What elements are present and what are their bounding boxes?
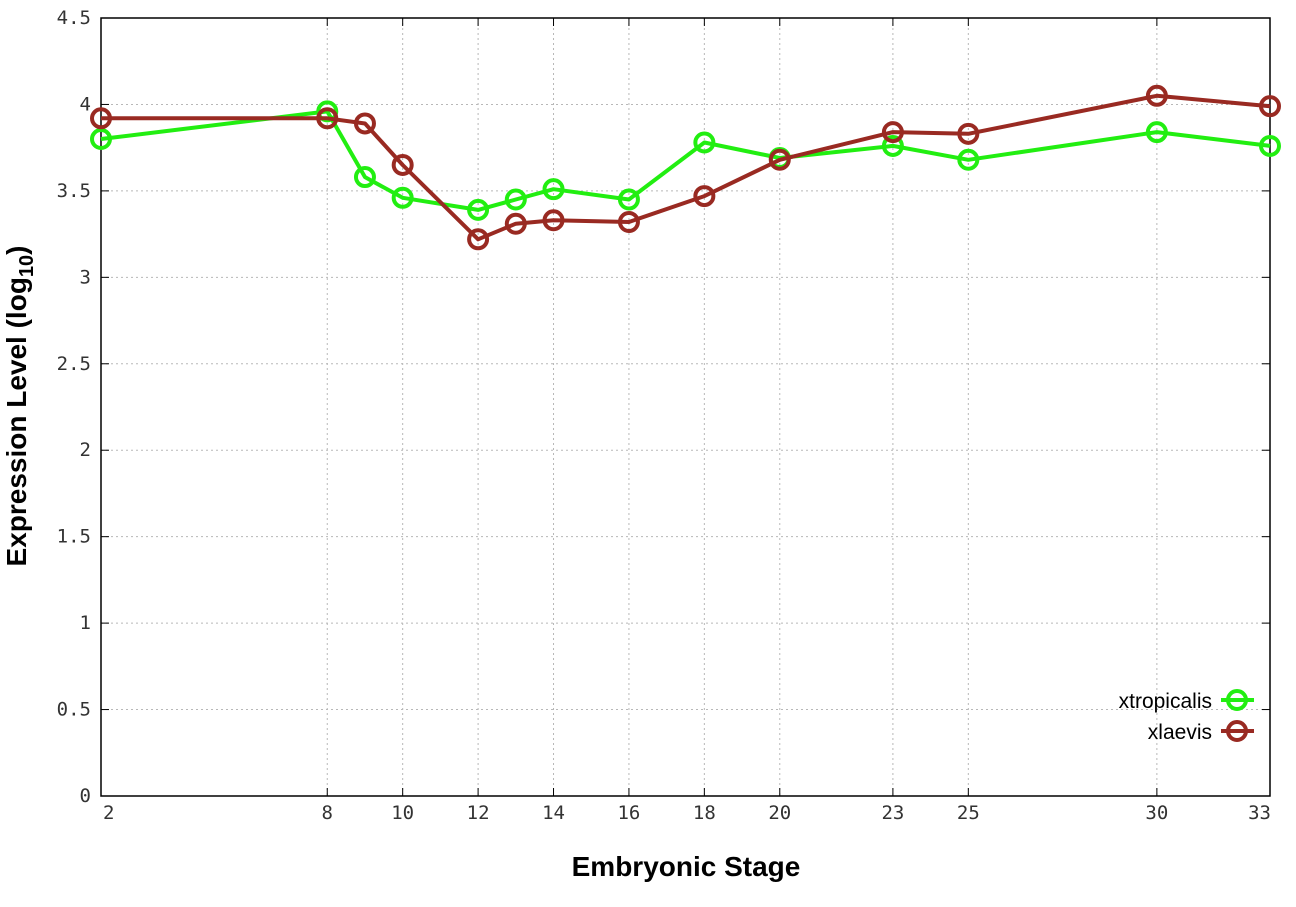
y-tick-label: 0 [80,785,91,807]
y-tick-label: 3.5 [57,180,91,202]
x-axis-ticks: 2 8 10 12 14 16 18 20 23 25 30 33 [100,18,1271,824]
data-point-xtropicalis [391,186,414,209]
x-tick-label: 12 [467,802,490,824]
series-layer [90,84,1281,251]
data-point-xtropicalis [957,148,980,171]
y-tick-label: 4.5 [57,7,91,29]
data-point-xlaevis [353,112,376,135]
y-tick-label: 2 [80,439,91,461]
legend-entry-xtropicalis: xtropicalis [1119,689,1254,713]
y-tick-label: 1 [80,612,91,634]
series-line-xtropicalis [100,109,1271,212]
data-point-xlaevis [90,107,112,130]
y-axis-title: Expression Level (log10) [1,246,38,567]
x-tick-label: 23 [881,802,904,824]
data-point-xlaevis [504,212,527,235]
x-axis-title: Embryonic Stage [572,851,801,882]
y-tick-label: 2.5 [57,353,91,375]
x-tick-label: 14 [542,802,565,824]
data-point-xlaevis [391,153,414,176]
y-tick-label: 1.5 [57,526,91,548]
data-point-xlaevis [693,185,716,208]
y-tick-label: 4 [80,93,91,115]
x-tick-label: 33 [1248,802,1271,824]
data-point-xtropicalis [1145,121,1168,144]
data-point-xlaevis [957,122,980,145]
x-tick-label: 10 [391,802,414,824]
legend-marker-xlaevis [1226,720,1248,742]
data-point-xtropicalis [467,198,490,221]
data-point-xtropicalis [353,166,376,189]
data-point-xtropicalis [617,188,640,211]
data-point-xtropicalis [316,100,339,123]
data-point-xtropicalis [881,134,904,157]
x-tick-label: 2 [103,802,114,824]
y-axis-ticks: 0 0.5 1 1.5 2 2.5 3 3.5 4 4.5 [57,7,1270,807]
data-point-xlaevis [1259,95,1281,118]
y-axis-title-main: Expression Level (log [1,277,32,566]
data-point-xlaevis [1145,84,1168,107]
legend: xtropicalis xlaevis [1119,689,1254,744]
data-point-xtropicalis [1259,134,1281,157]
series-line-xlaevis [101,93,1271,242]
y-axis-title-subscript: 10 [16,255,38,277]
legend-label-xtropicalis: xtropicalis [1119,690,1212,713]
data-point-xtropicalis [693,131,716,154]
data-point-xlaevis [768,148,791,171]
data-point-xtropicalis [504,188,527,211]
x-tick-label: 16 [617,802,640,824]
x-tick-label: 18 [693,802,716,824]
plot-frame [100,17,1271,797]
data-point-xlaevis [467,228,490,251]
grid-lines [101,18,1270,796]
x-tick-label: 20 [768,802,791,824]
data-point-xlaevis [542,209,565,232]
y-tick-label: 3 [80,266,91,288]
x-tick-label: 8 [322,802,333,824]
data-point-xtropicalis [90,128,112,151]
legend-marker-xtropicalis [1226,689,1248,711]
data-point-xtropicalis [542,178,565,201]
y-tick-label: 0.5 [57,699,91,721]
data-point-xlaevis [881,121,904,144]
data-point-xlaevis [316,107,339,130]
y-axis-title-close: ) [1,246,32,255]
x-tick-label: 25 [957,802,980,824]
legend-entry-xlaevis: xlaevis [1148,720,1254,744]
x-tick-label: 30 [1145,802,1168,824]
data-point-xlaevis [617,211,640,234]
legend-label-xlaevis: xlaevis [1148,721,1212,744]
